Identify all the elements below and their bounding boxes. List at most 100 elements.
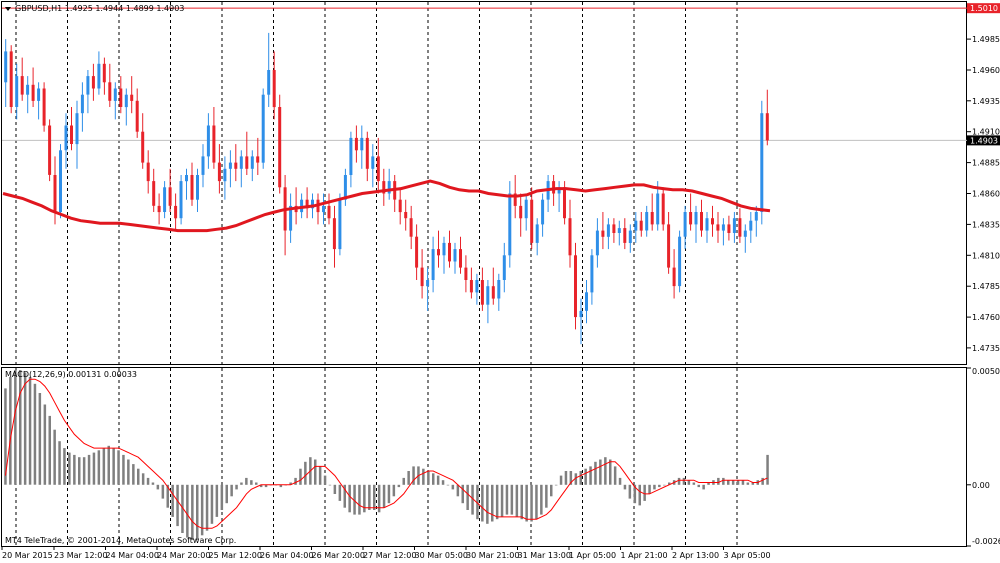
triangle-down-icon[interactable] [5,7,11,11]
moving-average-line [2,179,771,233]
candle-bull [760,113,764,212]
macd-bar [741,480,745,485]
macd-bar [736,480,740,485]
candle-bear [278,107,282,188]
macd-bar [520,484,523,520]
macd-bar [682,477,686,485]
candle-bear [152,181,156,206]
price-axis-label: 1.4835 [972,220,1000,229]
time-axis-label: 20 Mar 2015 [2,551,53,560]
candle-bear [716,224,720,231]
macd-bar [314,459,317,485]
macd-bar [141,473,145,485]
candle-bull [590,255,594,293]
time-axis-label: 2 Apr 13:00 [672,551,719,560]
macd-bar [289,482,292,485]
macd-bar [14,370,17,485]
candle-bear [612,224,616,233]
candle-bear [53,175,57,213]
time-axis-label: 1 Apr 21:00 [621,551,668,560]
candle-bear [157,205,161,213]
macd-bar [559,475,563,485]
candle-bull [486,286,490,305]
macd-bar [476,484,479,520]
macd-bar [727,480,730,485]
candle-bear [130,94,134,101]
candle-bear [420,267,424,287]
candle-bull [289,205,293,231]
macd-bar [633,484,637,504]
macd-bar [33,383,37,485]
candle-bull [371,156,375,169]
candle-bear [409,218,413,237]
candle-bear [700,212,703,231]
candle-bull [163,187,167,212]
time-axis-label: 30 Mar 21:00 [466,551,519,560]
macd-bar [97,450,101,485]
candle-bull [113,88,117,101]
macd-bar [161,484,165,499]
macd-bar [225,484,228,504]
candle-bull [579,310,583,318]
candle-bear [382,181,386,194]
macd-bar [589,466,592,485]
candle-bear [354,137,358,151]
macd-bar [146,477,150,485]
candle-bull [15,76,19,107]
macd-bar [112,448,115,485]
candle-bull [75,113,79,145]
macd-bar [613,466,617,485]
macd-bar [407,471,410,485]
macd-bar [19,370,22,485]
candle-bull [524,199,528,219]
macd-bar [186,484,189,538]
macd-signal-line [5,378,768,529]
candle-bear [70,125,73,144]
candle-bear [31,84,35,101]
candle-bull [387,181,391,194]
macd-bar [127,459,130,485]
macd-bar [707,482,710,485]
macd-bar [456,484,460,497]
candle-bull [606,224,610,237]
time-axis-label: 30 Mar 05:00 [415,551,468,560]
macd-bar [564,471,568,485]
macd-bar [240,482,243,485]
macd-bar [200,484,204,536]
macd-bar [220,484,224,510]
macd-bar [181,484,184,533]
macd-bar [505,484,509,515]
candle-bull [535,224,539,243]
macd-bar [446,484,450,486]
candle-bear [650,212,654,225]
macd-bar [87,454,91,485]
time-axis-label: 27 Mar 12:00 [363,551,416,560]
candle-bear [305,199,309,209]
candle-bull [59,150,62,213]
candle-bull [228,162,232,169]
macd-bar [299,468,302,485]
macd-bar [432,473,435,485]
time-axis-label: 25 Mar 12:00 [209,551,262,560]
macd-bar [23,372,27,485]
macd-bar [259,484,263,488]
candle-bull [743,230,747,237]
macd-bar [82,457,86,485]
candle-bull [338,199,342,250]
candle-bear [365,137,369,169]
candle-bear [135,100,139,132]
candle-bear [601,230,605,237]
macd-bar [766,454,769,485]
macd-bar [717,477,720,485]
price-axis-label: 1.4860 [972,190,1000,199]
candle-bear [20,76,24,95]
macd-bar [495,484,499,520]
macd-bar [196,484,199,540]
macd-bar [687,480,691,485]
macd-bar [363,484,366,513]
candle-bear [398,199,402,213]
time-axis-label: 1 Apr 05:00 [569,551,616,560]
candle-bull [431,249,435,280]
candle-bull [645,212,649,231]
